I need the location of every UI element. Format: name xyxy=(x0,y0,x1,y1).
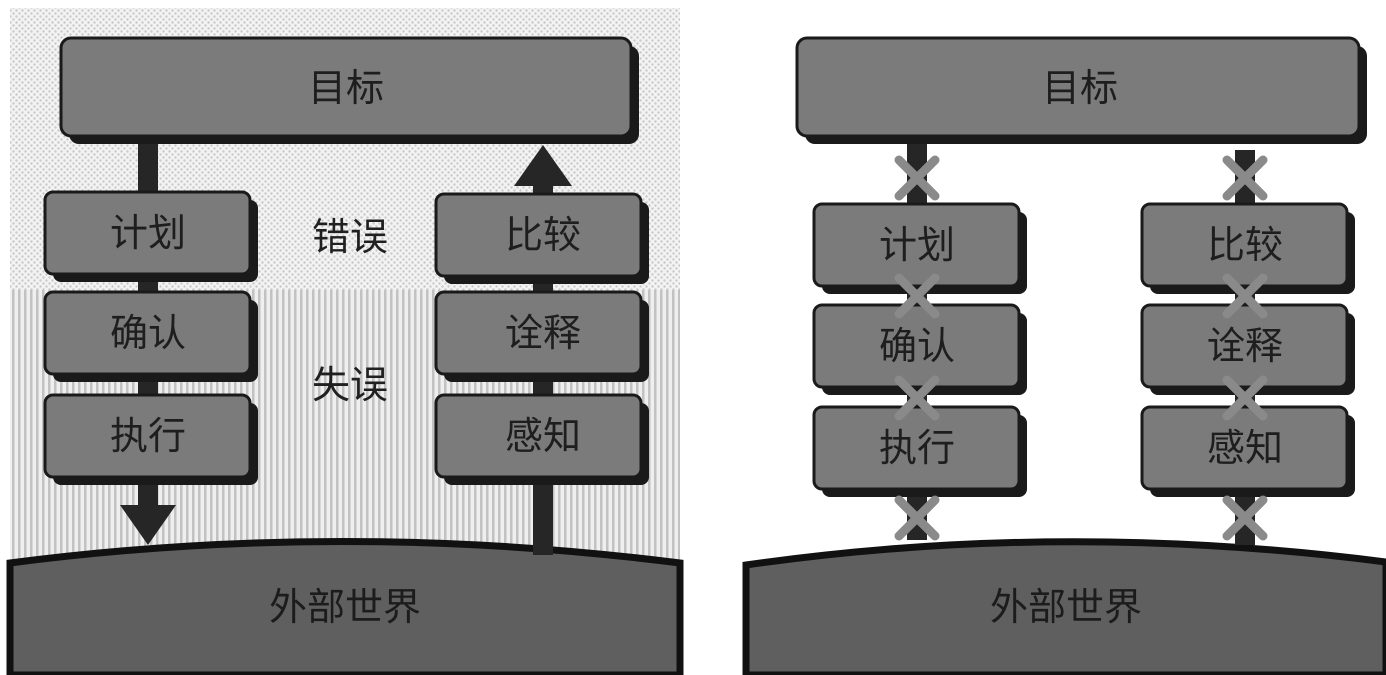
left-panel: 外部世界 目标 计划 确认 执行 xyxy=(6,8,684,675)
right-plan-label: 计划 xyxy=(879,223,955,267)
left-eval-arrowhead xyxy=(514,145,572,186)
right-world-label: 外部世界 xyxy=(990,585,1142,629)
right-goal-box: 目标 xyxy=(795,36,1367,144)
left-goal-label: 目标 xyxy=(308,66,384,110)
right-panel: 外部世界 目标 计划 确认 执行 比较 xyxy=(742,36,1386,675)
left-world-label: 外部世界 xyxy=(269,585,421,629)
right-interpret-box: 诠释 xyxy=(1140,303,1355,395)
slip-label: 失误 xyxy=(312,363,388,407)
left-plan-label: 计划 xyxy=(110,211,186,255)
right-perceive-label: 感知 xyxy=(1207,426,1283,470)
left-interpret-label: 诠释 xyxy=(505,311,581,355)
left-specify-box: 确认 xyxy=(43,290,258,382)
left-perform-box: 执行 xyxy=(43,393,258,485)
right-specify-box: 确认 xyxy=(812,303,1027,395)
left-interpret-box: 诠释 xyxy=(434,290,649,382)
right-specify-label: 确认 xyxy=(879,324,955,368)
left-goal-box: 目标 xyxy=(59,36,639,144)
left-plan-box: 计划 xyxy=(43,190,258,282)
right-goal-label: 目标 xyxy=(1042,66,1118,110)
break-cross-icon xyxy=(894,155,1268,541)
left-world xyxy=(6,538,684,675)
right-plan-box: 计划 xyxy=(812,202,1027,294)
left-perform-label: 执行 xyxy=(110,414,186,458)
mistake-label: 错误 xyxy=(312,215,388,259)
right-world xyxy=(742,538,1386,675)
right-perform-label: 执行 xyxy=(879,426,955,470)
left-compare-box: 比较 xyxy=(434,192,649,284)
right-interpret-label: 诠释 xyxy=(1207,324,1283,368)
left-perceive-label: 感知 xyxy=(505,414,581,458)
right-perceive-box: 感知 xyxy=(1140,405,1355,497)
left-perceive-box: 感知 xyxy=(434,393,649,485)
right-compare-box: 比较 xyxy=(1140,202,1355,294)
right-compare-label: 比较 xyxy=(1207,223,1283,267)
right-perform-box: 执行 xyxy=(812,405,1027,497)
left-compare-label: 比较 xyxy=(505,213,581,257)
left-exec-arrowhead xyxy=(120,505,176,545)
left-specify-label: 确认 xyxy=(110,311,186,355)
